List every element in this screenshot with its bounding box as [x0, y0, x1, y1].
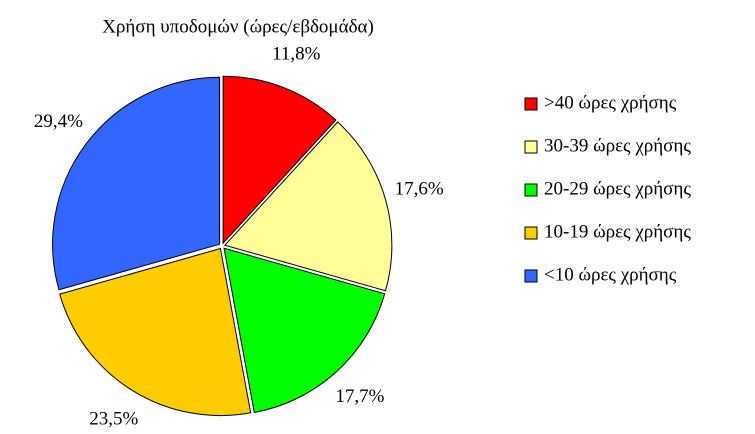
legend-label: <10 ώρες χρήσης [544, 264, 677, 285]
legend-label: 10-19 ώρες χρήσης [544, 221, 691, 242]
legend-label: 30-39 ώρες χρήσης [544, 135, 691, 156]
chart-title: Χρήση υποδομών (ώρες/εβδομάδα) [102, 16, 374, 37]
pie-slice [222, 75, 337, 245]
data-label: 23,5% [89, 408, 138, 429]
legend-swatch [524, 140, 538, 154]
data-label: 17,6% [395, 178, 444, 199]
data-label: 17,7% [335, 386, 384, 407]
pie-slice [59, 247, 252, 417]
legend-label: >40 ώρες χρήσης [544, 92, 677, 113]
pie-slice [52, 76, 221, 291]
legend-swatch [524, 183, 538, 197]
pie-slice [223, 247, 386, 414]
legend-label: 20-29 ώρες χρήσης [544, 178, 691, 199]
data-label: 11,8% [272, 43, 321, 64]
legend-swatch [524, 97, 538, 111]
data-label: 29,4% [34, 111, 83, 132]
pie-slice [223, 121, 393, 292]
legend-swatch [524, 269, 538, 283]
legend-swatch [524, 226, 538, 240]
